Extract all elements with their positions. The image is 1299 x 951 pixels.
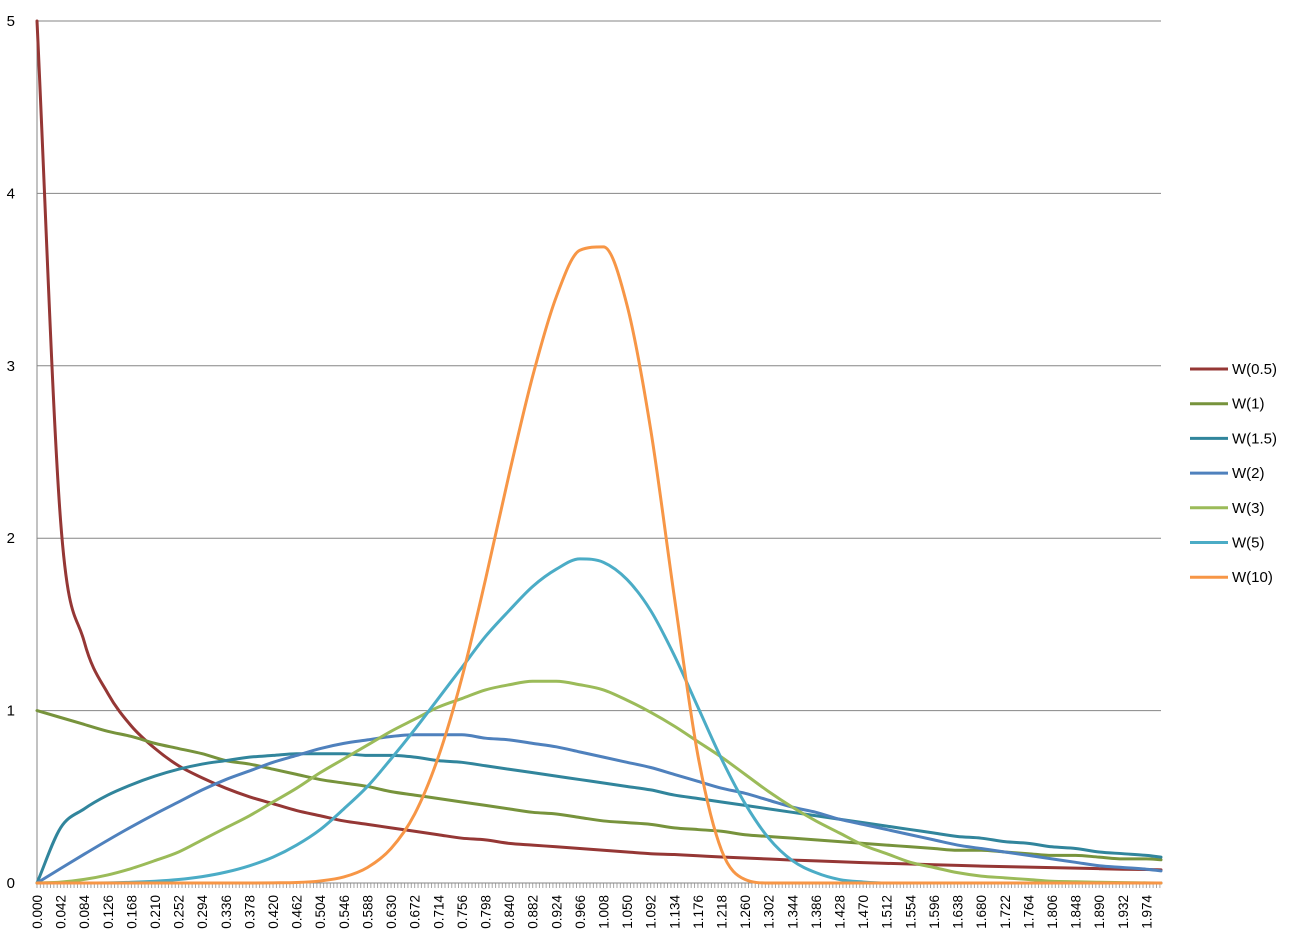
x-tick-label: 0.840 (502, 895, 517, 929)
x-tick-label: 0.924 (549, 895, 564, 929)
legend-label: W(1) (1232, 396, 1265, 413)
x-tick-label: 0.378 (242, 895, 257, 929)
y-tick-label: 0 (7, 875, 15, 892)
x-tick-label: 1.554 (903, 895, 918, 929)
x-tick-label: 0.168 (124, 895, 139, 929)
x-tick-label: 1.722 (998, 895, 1013, 929)
y-axis: 0 1 2 3 4 5 (7, 13, 38, 892)
series-line-w-3 (35, 679, 1163, 885)
series-line-w-2 (35, 733, 1163, 885)
x-tick-label: 1.512 (880, 895, 895, 929)
x-tick-label: 1.680 (974, 895, 989, 929)
y-tick-label: 1 (7, 703, 15, 720)
x-tick-label: 0.126 (101, 895, 116, 929)
x-tick-label: 0.630 (384, 895, 399, 929)
x-tick-label: 1.638 (951, 895, 966, 929)
x-tick-label: 1.092 (644, 895, 659, 929)
x-tick-label: 1.890 (1092, 895, 1107, 929)
x-tick-label: 0.882 (526, 895, 541, 929)
x-tick-label: 0.336 (219, 895, 234, 929)
x-tick-label: 0.084 (77, 895, 92, 929)
x-axis: 0.000 0.042 0.084 0.126 0.168 0.210 0.252 0.294… (30, 882, 1161, 929)
x-tick-label: 0.714 (431, 895, 446, 929)
x-tick-label: 0.756 (455, 895, 470, 929)
series-line-w-0-5 (35, 19, 1163, 872)
x-tick-label: 1.008 (596, 895, 611, 929)
y-tick-label: 2 (7, 530, 15, 547)
x-tick-label: 0.798 (478, 895, 493, 929)
x-tick-label: 1.806 (1045, 895, 1060, 929)
x-tick-label: 0.672 (408, 895, 423, 929)
x-tick-label: 1.470 (856, 895, 871, 929)
x-tick-label: 1.932 (1116, 895, 1131, 929)
y-tick-label: 3 (7, 358, 15, 375)
x-tick-label: 0.966 (573, 895, 588, 929)
x-tick-label: 1.050 (620, 895, 635, 929)
x-tick-label: 1.386 (809, 895, 824, 929)
x-tick-label: 0.252 (172, 895, 187, 929)
x-tick-label: 0.420 (266, 895, 281, 929)
series-lines (35, 19, 1163, 885)
y-tick-label: 5 (7, 13, 15, 30)
x-tick-label: 1.302 (762, 895, 777, 929)
legend-label: W(10) (1232, 569, 1273, 586)
x-tick-label: 0.294 (195, 895, 210, 929)
x-tick-label: 1.344 (785, 895, 800, 929)
x-tick-label: 0.462 (290, 895, 305, 929)
legend-label: W(5) (1232, 535, 1265, 552)
x-tick-label: 0.546 (337, 895, 352, 929)
legend: W(0.5) W(1) W(1.5) W(2) W(3) W(5) W(10) (1190, 361, 1277, 586)
gridlines (37, 20, 1161, 712)
legend-label: W(2) (1232, 465, 1265, 482)
x-tick-label: 1.596 (927, 895, 942, 929)
legend-label: W(1.5) (1232, 430, 1277, 447)
series-line-w-1-5 (35, 752, 1163, 885)
series-line-w-10 (35, 245, 1163, 885)
x-tick-label: 0.210 (148, 895, 163, 929)
x-tick-label: 0.504 (313, 895, 328, 929)
series-line-w-5 (35, 557, 1163, 885)
x-tick-label: 1.764 (1021, 895, 1036, 929)
legend-label: W(3) (1232, 500, 1265, 517)
x-tick-label: 0.000 (30, 895, 45, 929)
x-tick-label: 1.428 (833, 895, 848, 929)
x-tick-label: 0.042 (54, 895, 69, 929)
x-tick-label: 1.176 (691, 895, 706, 929)
y-tick-label: 4 (7, 185, 15, 202)
x-tick-label: 1.218 (715, 895, 730, 929)
x-tick-label: 1.974 (1139, 895, 1154, 929)
x-tick-label: 1.260 (738, 895, 753, 929)
legend-label: W(0.5) (1232, 361, 1277, 378)
x-tick-label: 1.134 (667, 895, 682, 929)
x-tick-label: 0.588 (360, 895, 375, 929)
x-tick-label: 1.848 (1069, 895, 1084, 929)
